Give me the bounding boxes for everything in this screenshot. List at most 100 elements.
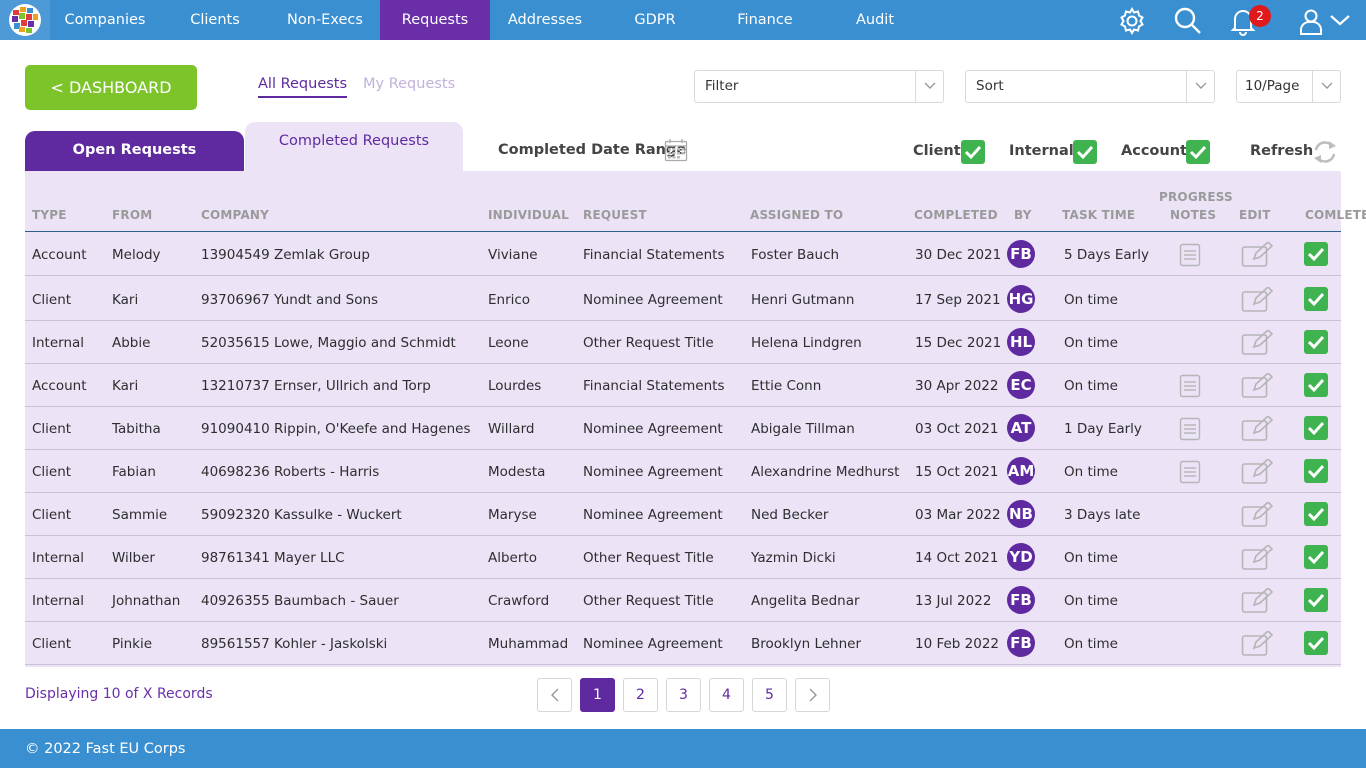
tab-my-requests[interactable]: My Requests <box>363 76 456 92</box>
per-page-select[interactable]: 10/Page <box>1236 70 1341 103</box>
col-header-assigned[interactable]: ASSIGNED TO <box>750 208 844 222</box>
nav-gdpr[interactable]: GDPR <box>634 12 676 28</box>
edit-icon[interactable] <box>1241 285 1274 313</box>
filter-select[interactable]: Filter <box>694 70 944 103</box>
col-header-completed[interactable]: COMPLETED <box>914 208 998 222</box>
col-header-individual[interactable]: INDIVIDUAL <box>488 208 569 222</box>
edit-icon[interactable] <box>1241 500 1274 528</box>
col-header-task-time[interactable]: TASK TIME <box>1062 208 1136 222</box>
cell-assigned: Ned Becker <box>751 507 829 523</box>
col-header-type[interactable]: TYPE <box>32 208 67 222</box>
edit-icon[interactable] <box>1241 629 1274 657</box>
page-1-button[interactable]: 1 <box>580 678 615 712</box>
nav-addresses[interactable]: Addresses <box>507 12 583 28</box>
table-row[interactable] <box>25 407 1341 450</box>
complete-check-icon[interactable] <box>1304 330 1328 354</box>
page-3-button[interactable]: 3 <box>666 678 701 712</box>
header-divider <box>25 231 1341 232</box>
cell-individual: Maryse <box>488 507 537 523</box>
tab-completed-requests[interactable]: Completed Requests <box>245 122 463 172</box>
page-4-button[interactable]: 4 <box>709 678 744 712</box>
tab-all-requests[interactable]: All Requests <box>258 76 348 98</box>
notes-icon[interactable] <box>1179 460 1201 484</box>
col-header-request[interactable]: REQUEST <box>583 208 647 222</box>
table-row[interactable] <box>25 536 1341 579</box>
per-page-chevron-icon <box>1312 71 1340 102</box>
nav-companies[interactable]: Companies <box>64 12 146 28</box>
cell-number: 98761341 <box>201 550 270 566</box>
sort-select[interactable]: Sort <box>965 70 1215 103</box>
next-page-button[interactable] <box>795 678 830 712</box>
chevron-down-icon[interactable] <box>1329 12 1351 28</box>
col-header-from[interactable]: FROM <box>112 208 153 222</box>
user-icon[interactable] <box>1296 6 1326 36</box>
table-row[interactable] <box>25 579 1341 622</box>
edit-icon[interactable] <box>1241 371 1274 399</box>
complete-check-icon[interactable] <box>1304 631 1328 655</box>
avatar: YD <box>1007 543 1035 571</box>
tab-open-requests[interactable]: Open Requests <box>25 131 244 171</box>
page-2-button[interactable]: 2 <box>623 678 658 712</box>
edit-icon[interactable] <box>1241 328 1274 356</box>
edit-icon[interactable] <box>1241 457 1274 485</box>
complete-check-icon[interactable] <box>1304 459 1328 483</box>
edit-icon[interactable] <box>1241 240 1274 268</box>
complete-check-icon[interactable] <box>1304 287 1328 311</box>
cell-type: Client <box>32 292 72 308</box>
cell-individual: Enrico <box>488 292 531 308</box>
refresh-label[interactable]: Refresh <box>1250 143 1314 159</box>
table-row[interactable] <box>25 364 1341 407</box>
complete-check-icon[interactable] <box>1304 416 1328 440</box>
nav-finance[interactable]: Finance <box>737 12 793 28</box>
col-header-company[interactable]: COMPANY <box>201 208 270 222</box>
notes-icon[interactable] <box>1179 417 1201 441</box>
complete-check-icon[interactable] <box>1304 502 1328 526</box>
cell-assigned: Foster Bauch <box>751 247 840 263</box>
cell-request: Financial Statements <box>583 247 725 263</box>
table-row[interactable] <box>25 278 1341 321</box>
nav-clients[interactable]: Clients <box>190 12 240 28</box>
edit-icon[interactable] <box>1241 414 1274 442</box>
bell-icon[interactable] <box>1228 6 1258 36</box>
complete-check-icon[interactable] <box>1304 242 1328 266</box>
client-checkbox[interactable] <box>961 140 985 164</box>
calendar-icon[interactable] <box>664 138 688 162</box>
account-checkbox[interactable] <box>1186 140 1210 164</box>
edit-icon[interactable] <box>1241 543 1274 571</box>
notes-icon[interactable] <box>1179 243 1201 267</box>
page-5-button[interactable]: 5 <box>752 678 787 712</box>
prev-page-button[interactable] <box>537 678 572 712</box>
table-row[interactable] <box>25 321 1341 364</box>
edit-icon[interactable] <box>1241 586 1274 614</box>
table-row[interactable] <box>25 450 1341 493</box>
complete-check-icon[interactable] <box>1304 373 1328 397</box>
complete-check-icon[interactable] <box>1304 588 1328 612</box>
dashboard-button[interactable]: < DASHBOARD <box>25 65 197 110</box>
nav-audit[interactable]: Audit <box>855 12 895 28</box>
nav-requests[interactable]: Requests <box>380 0 490 40</box>
completed-date-range-label[interactable]: Completed Date Range <box>498 142 687 158</box>
col-header-by[interactable]: BY <box>1014 208 1032 222</box>
table-row[interactable] <box>25 233 1341 276</box>
avatar: AM <box>1007 457 1035 485</box>
cell-request: Financial Statements <box>583 378 725 394</box>
cell-from: Melody <box>112 247 161 263</box>
internal-checkbox[interactable] <box>1073 140 1097 164</box>
nav-non-execs[interactable]: Non-Execs <box>287 12 363 28</box>
cell-completed: 15 Dec 2021 <box>915 335 1002 351</box>
table-row[interactable] <box>25 493 1341 536</box>
notes-icon[interactable] <box>1179 374 1201 398</box>
cell-type: Client <box>32 421 72 437</box>
cell-assigned: Yazmin Dicki <box>751 550 836 566</box>
table-row[interactable] <box>25 622 1341 665</box>
search-icon[interactable] <box>1173 6 1203 36</box>
complete-check-icon[interactable] <box>1304 545 1328 569</box>
refresh-icon[interactable] <box>1311 138 1339 166</box>
gear-icon[interactable] <box>1117 6 1147 36</box>
cell-task-time: 3 Days late <box>1064 507 1141 523</box>
cell-completed: 13 Jul 2022 <box>915 593 992 609</box>
globe-logo-icon <box>9 4 41 36</box>
cell-completed: 03 Oct 2021 <box>915 421 999 437</box>
avatar: FB <box>1007 586 1035 614</box>
logo[interactable] <box>0 0 50 40</box>
